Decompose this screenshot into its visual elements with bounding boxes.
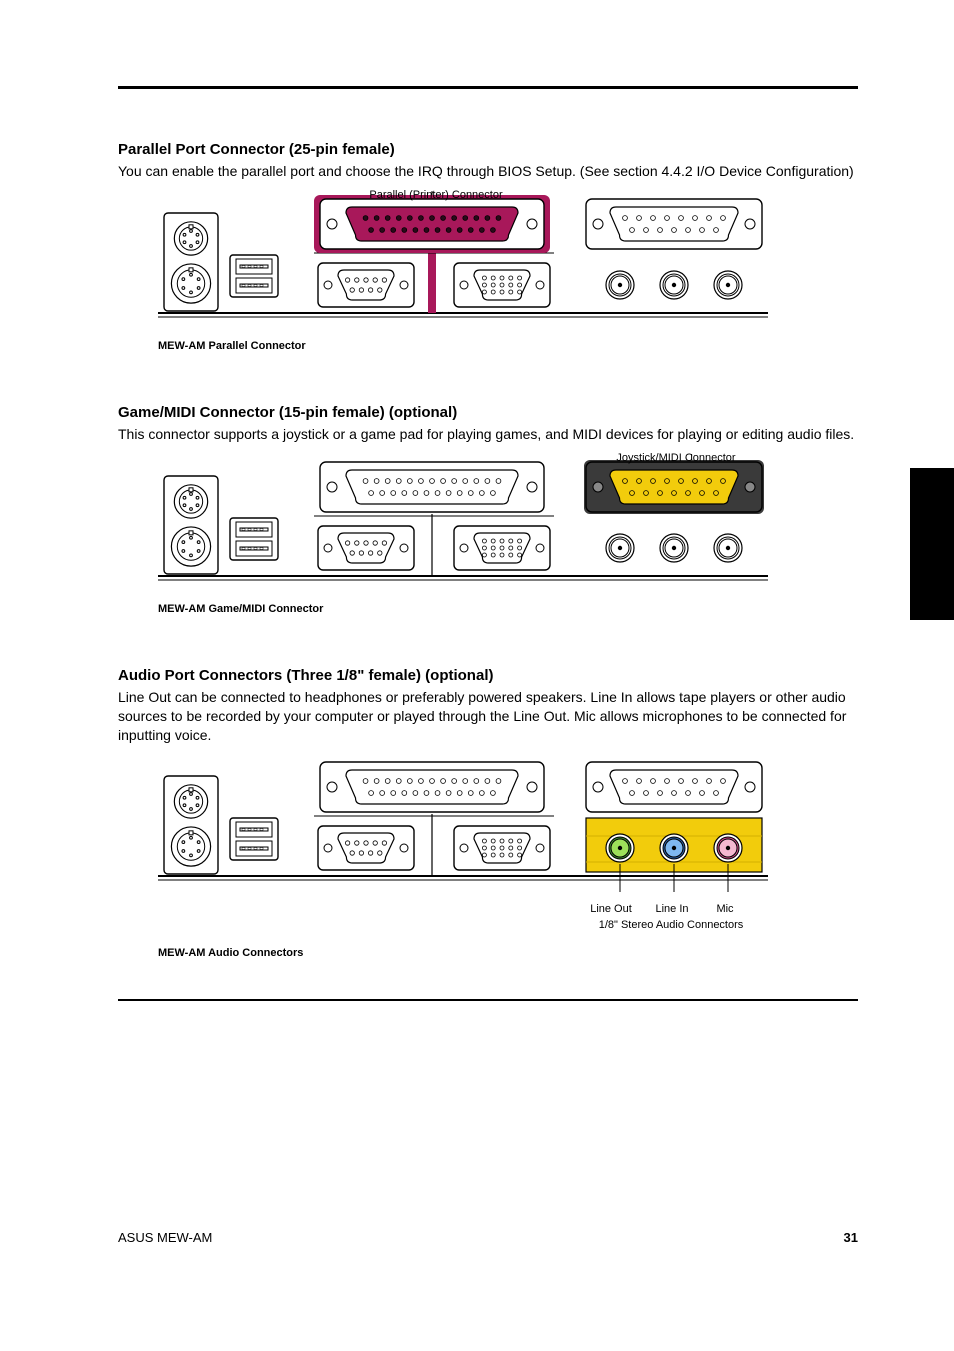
header-rule: [118, 86, 858, 89]
page-number: 31: [844, 1230, 858, 1245]
callout-mic: Mic: [710, 903, 740, 915]
diagram-game: [158, 454, 858, 597]
footer-left: ASUS MEW-AM: [118, 1230, 212, 1245]
side-tab: [910, 468, 954, 620]
section-title-audio: Audio Port Connectors (Three 1/8" female…: [118, 667, 858, 684]
callout-linein: Line In: [652, 903, 692, 915]
callout-game: Joystick/MIDI Connector: [606, 452, 746, 464]
footer-rule: [118, 999, 858, 1001]
page-footer: ASUS MEW-AM 31: [118, 1230, 858, 1245]
section-body-game: This connector supports a joystick or a …: [118, 425, 858, 444]
section-body-parallel: You can enable the parallel port and cho…: [118, 162, 858, 181]
callout-audio-group: 1/8" Stereo Audio Connectors: [586, 919, 756, 931]
caption-audio: MEW-AM Audio Connectors: [158, 947, 858, 959]
caption-parallel: MEW-AM Parallel Connector: [158, 340, 858, 352]
section-body-audio: Line Out can be connected to headphones …: [118, 688, 858, 745]
section-title-game: Game/MIDI Connector (15-pin female) (opt…: [118, 404, 858, 421]
page-content: Parallel Port Connector (25-pin female) …: [118, 68, 858, 1001]
callout-lineout: Line Out: [586, 903, 636, 915]
diagram-parallel: [158, 191, 858, 334]
caption-game: MEW-AM Game/MIDI Connector: [158, 603, 858, 615]
diagram-audio: [158, 754, 858, 897]
section-title-parallel: Parallel Port Connector (25-pin female): [118, 141, 858, 158]
callout-parallel: Parallel (Printer) Connector: [356, 189, 516, 201]
